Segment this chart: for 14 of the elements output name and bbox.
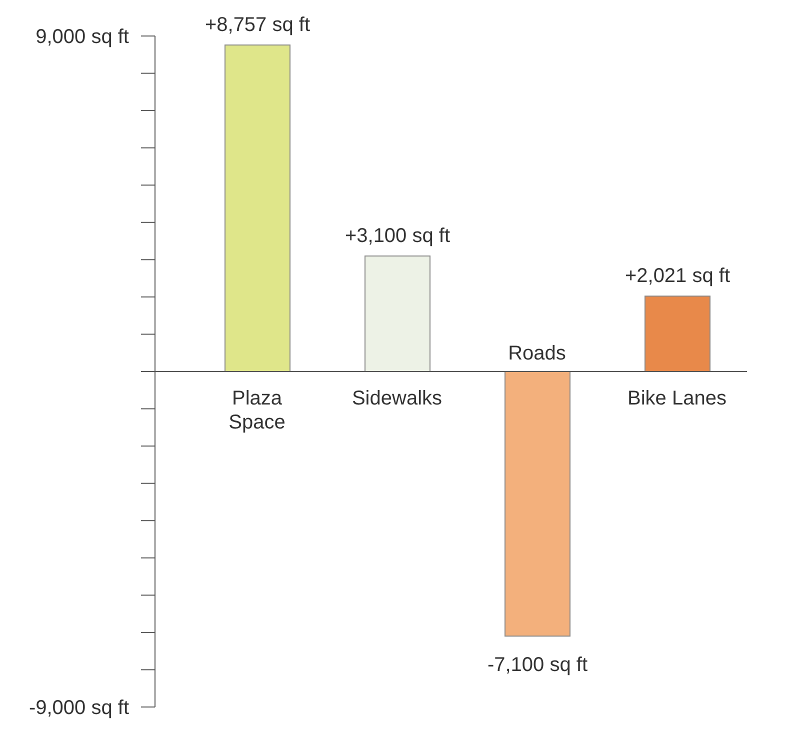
bar (644, 296, 710, 372)
data-label: +2,021 sq ft (624, 265, 730, 288)
bar (364, 255, 430, 372)
data-label: +8,757 sq ft (204, 14, 310, 36)
y-tick-label: 9,000 sq ft (36, 26, 130, 48)
x-tick-label: Plaza Space (228, 388, 286, 434)
bar (224, 44, 290, 372)
y-tick-label: -9,000 sq ft (28, 697, 130, 719)
bar (504, 371, 570, 637)
x-tick-label: Bike Lanes (628, 388, 726, 410)
x-tick-label: Roads (508, 342, 566, 364)
x-tick-label: Sidewalks (352, 388, 442, 410)
data-label: -7,100 sq ft (487, 654, 588, 676)
data-label: +3,100 sq ft (344, 224, 450, 247)
